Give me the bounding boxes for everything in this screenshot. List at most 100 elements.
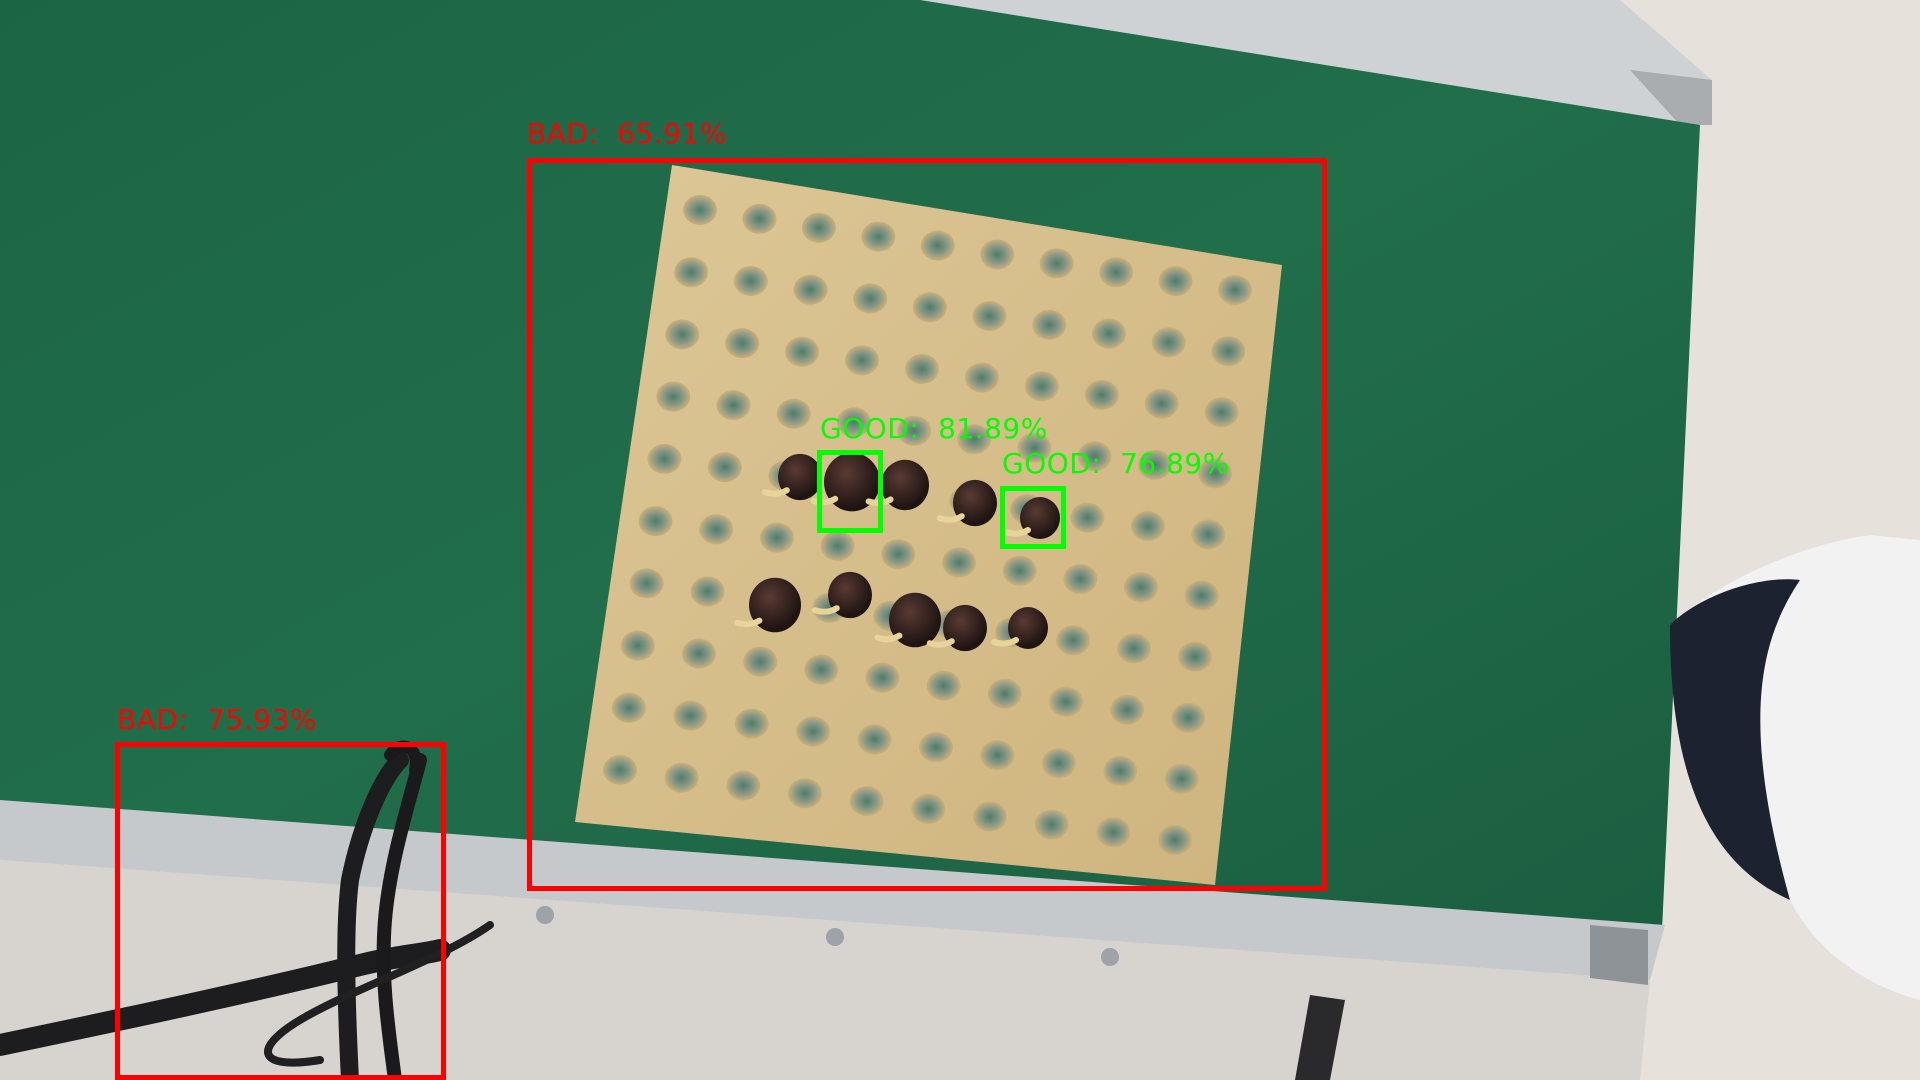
tray-hole <box>849 786 884 817</box>
tray-hole <box>1063 564 1098 595</box>
tray-hole <box>647 443 682 474</box>
tray-hole <box>1130 511 1165 542</box>
tray-hole <box>1017 432 1052 463</box>
tray-hole <box>804 654 839 685</box>
tray-hole <box>1211 336 1246 367</box>
tray-hole <box>801 212 836 243</box>
bad-detection-box <box>115 742 446 1080</box>
tray-hole <box>664 762 699 793</box>
tray-hole <box>673 700 708 731</box>
tray-hole <box>793 274 828 305</box>
tray-hole <box>699 514 734 545</box>
tray-hole <box>980 239 1015 270</box>
tray-hole <box>743 646 778 677</box>
tray-hole <box>681 638 716 669</box>
tray-hole <box>845 345 880 376</box>
seed-sprout <box>1003 527 1031 537</box>
tray-hole <box>1110 694 1145 725</box>
tray-hole <box>1056 625 1091 656</box>
tray-hole <box>726 770 761 801</box>
tray-hole <box>1171 702 1206 733</box>
bolt <box>826 928 844 946</box>
seed <box>824 452 880 512</box>
tray-hole <box>734 708 769 739</box>
tray-hole <box>1164 763 1199 794</box>
tray-hole <box>1123 572 1158 603</box>
rail-end-cap <box>1590 925 1648 985</box>
tray-hole <box>733 265 768 296</box>
tray-hole <box>1048 686 1083 717</box>
tray-hole <box>1218 275 1252 305</box>
seed-sprout <box>926 638 955 648</box>
bad-detection-label: BAD: 75.93% <box>117 703 317 736</box>
tray-hole <box>759 522 794 553</box>
good-detection-label: GOOD: 81.89% <box>820 412 1048 445</box>
tray-hole <box>973 801 1007 832</box>
tray-hole <box>1024 371 1059 402</box>
bad-detection-label: BAD: 65.91% <box>527 117 727 150</box>
tray-hole <box>742 203 777 234</box>
tray-hole <box>1178 641 1212 672</box>
tray-hole <box>1039 248 1074 279</box>
tray-hole <box>1184 580 1219 611</box>
tray-hole <box>920 230 955 261</box>
tray-hole <box>881 539 916 570</box>
seed-sprout <box>874 632 903 643</box>
tray-hole <box>611 692 646 723</box>
tray-hole <box>1070 502 1105 533</box>
tray-hole <box>1041 748 1076 779</box>
cable <box>0 939 451 1056</box>
good-detection-box <box>817 450 883 533</box>
cable <box>337 751 409 1080</box>
tray-hole <box>861 221 896 252</box>
tray-hole <box>980 740 1015 771</box>
tray-hole <box>897 415 932 446</box>
germinated-seeds <box>734 452 1060 652</box>
tray-hole <box>1002 555 1037 586</box>
tray-hole <box>836 407 871 438</box>
tray-hole <box>912 292 947 323</box>
tray-hole <box>1198 458 1232 489</box>
cable <box>376 753 427 1080</box>
tray-hole <box>865 662 900 693</box>
person-strap <box>1670 579 1800 900</box>
tray-hole <box>656 381 691 412</box>
tray-hole <box>926 670 961 701</box>
seed-sprout <box>991 637 1019 647</box>
tray-hole <box>1144 388 1179 419</box>
tray-hole <box>1032 309 1067 340</box>
tray-hole <box>620 630 655 661</box>
tray-hole <box>716 390 751 421</box>
tray-hole <box>957 424 992 455</box>
seed-sprout <box>936 513 965 523</box>
tray-hole <box>941 547 976 578</box>
tray-hole <box>1091 318 1126 349</box>
tray-hole <box>911 793 946 824</box>
tray-hole <box>674 257 709 288</box>
bolt <box>1101 948 1119 966</box>
tray-hole <box>1096 817 1131 848</box>
tray-hole <box>785 336 820 367</box>
bottom-rail-shadow <box>0 860 1650 1080</box>
seed <box>749 577 801 633</box>
tray-hole <box>707 452 742 483</box>
tray-hole <box>1117 633 1152 664</box>
tray-hole <box>788 778 822 809</box>
tray-hole <box>1077 441 1112 472</box>
tray-hole <box>1151 327 1186 358</box>
tray-hole <box>690 576 725 607</box>
tray-hole <box>1103 755 1138 786</box>
seed <box>889 592 941 648</box>
tray-hole <box>1084 379 1119 410</box>
tray-hole <box>1034 809 1069 840</box>
seed-sprout <box>810 495 839 506</box>
tray-hole <box>776 398 811 429</box>
tray-hole <box>1158 825 1192 855</box>
seed-sprout <box>734 617 763 628</box>
tray-hole <box>796 716 831 747</box>
tray-hole <box>638 506 673 537</box>
tray-hole <box>603 755 637 785</box>
tray-hole <box>964 362 999 393</box>
tray-hole <box>1099 257 1134 288</box>
